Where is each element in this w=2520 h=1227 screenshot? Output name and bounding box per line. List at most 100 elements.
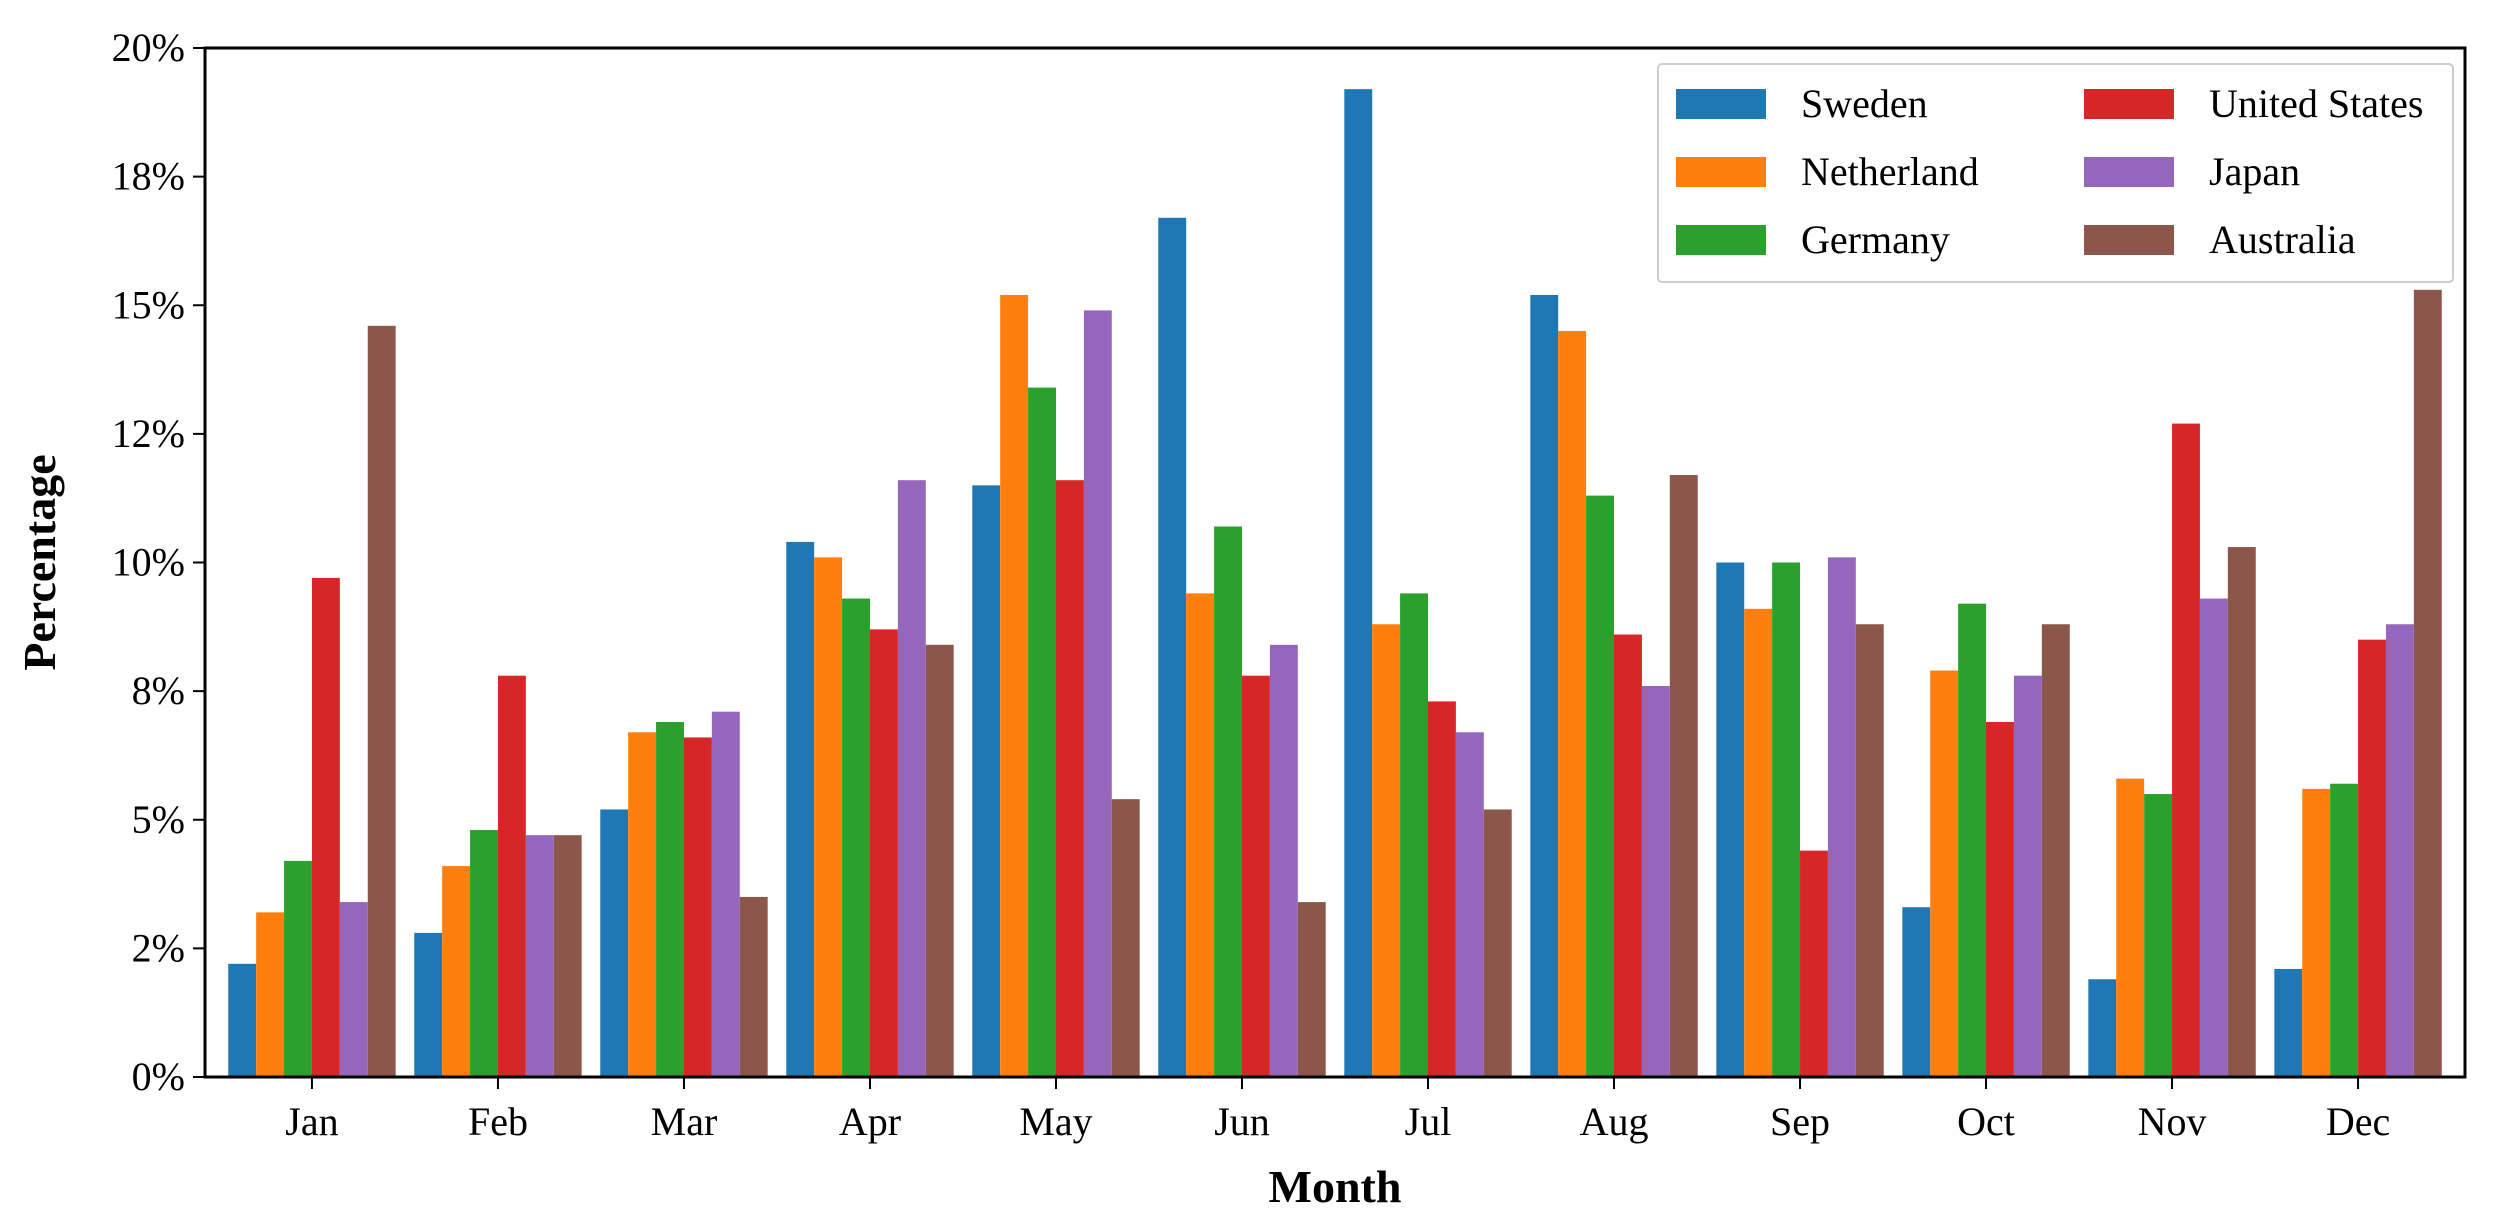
- x-tick-label: Feb: [468, 1099, 528, 1144]
- legend-swatch-sweden: [1676, 89, 1766, 119]
- legend-swatch-japan: [2084, 157, 2174, 187]
- bar-netherland-dec: [2302, 788, 2331, 1077]
- legend-swatch-germany: [1676, 225, 1766, 255]
- x-axis: Jan Feb Mar Apr May Jun Jul Aug Sep Oct Nov Dec: [285, 1077, 2390, 1144]
- bar-sweden-jan: [228, 963, 257, 1077]
- bar-united-states-sep: [1800, 850, 1828, 1077]
- bar-sweden-oct: [1902, 907, 1931, 1077]
- x-tick-label: Aug: [1580, 1099, 1649, 1144]
- bar-germany-may: [1028, 387, 1056, 1077]
- bar-australia-jul: [1483, 809, 1512, 1077]
- bar-united-states-apr: [869, 629, 898, 1077]
- bar-sweden-jun: [1158, 217, 1187, 1078]
- bar-australia-may: [1111, 799, 1140, 1077]
- bar-australia-nov: [2227, 547, 2256, 1077]
- legend-swatch-netherland: [1676, 157, 1766, 187]
- legend-label-germany: Germany: [1801, 217, 1950, 262]
- bar-japan-feb: [525, 835, 554, 1077]
- legend-label-japan: Japan: [2209, 149, 2300, 194]
- bars-group: [228, 89, 2442, 1078]
- y-tick-label: 20%: [112, 25, 185, 70]
- bar-australia-dec: [2413, 289, 2442, 1077]
- bar-germany-aug: [1586, 495, 1615, 1077]
- bar-germany-jan: [284, 860, 312, 1077]
- x-tick-label: Sep: [1770, 1099, 1830, 1144]
- x-tick-label: Apr: [839, 1099, 901, 1144]
- bar-australia-oct: [2041, 624, 2070, 1077]
- x-tick-label: May: [1019, 1099, 1092, 1144]
- bar-germany-oct: [1958, 603, 1987, 1077]
- bar-netherland-mar: [628, 732, 657, 1077]
- x-tick-label: Jan: [285, 1099, 338, 1144]
- bar-united-states-jun: [1242, 675, 1270, 1077]
- y-axis-title: Percentage: [14, 454, 65, 670]
- bar-germany-feb: [470, 830, 498, 1077]
- bar-sweden-mar: [600, 809, 629, 1077]
- bar-australia-apr: [925, 644, 954, 1077]
- y-tick-label: 5%: [132, 797, 185, 842]
- y-tick-label: 8%: [132, 668, 185, 713]
- bar-germany-nov: [2144, 794, 2173, 1077]
- x-tick-label: Mar: [651, 1099, 718, 1144]
- x-tick-label: Nov: [2138, 1099, 2207, 1144]
- bar-sweden-feb: [414, 932, 443, 1077]
- legend: Sweden Netherland Germany United States Japa…: [1657, 63, 2454, 283]
- y-tick-label: 0%: [132, 1054, 185, 1099]
- bar-united-states-feb: [497, 675, 526, 1077]
- bar-australia-mar: [739, 896, 768, 1077]
- plot-frame: [203, 46, 2467, 1079]
- bar-sweden-sep: [1716, 562, 1745, 1077]
- y-tick-label: 18%: [112, 154, 185, 199]
- x-tick-label: Oct: [1957, 1099, 2015, 1144]
- legend-label-sweden: Sweden: [1801, 81, 1928, 126]
- bar-japan-jan: [339, 902, 368, 1077]
- bar-netherland-sep: [1744, 608, 1773, 1077]
- bar-australia-sep: [1855, 624, 1884, 1077]
- bar-united-states-nov: [2172, 423, 2200, 1078]
- bar-netherland-jan: [256, 912, 285, 1077]
- bar-united-states-jul: [1428, 701, 1456, 1077]
- bar-sweden-aug: [1530, 294, 1559, 1078]
- legend-swatch-united-states: [2084, 89, 2174, 119]
- bar-australia-jun: [1297, 902, 1326, 1077]
- bar-netherland-jul: [1372, 624, 1401, 1077]
- bar-japan-aug: [1641, 685, 1670, 1077]
- bar-germany-dec: [2330, 783, 2359, 1077]
- bar-united-states-oct: [1986, 721, 2014, 1077]
- legend-label-united-states: United States: [2209, 81, 2423, 126]
- bar-sweden-may: [972, 485, 1001, 1078]
- bar-australia-jan: [367, 325, 396, 1078]
- x-tick-label: Jun: [1214, 1099, 1270, 1144]
- legend-label-australia: Australia: [2209, 217, 2356, 262]
- bar-united-states-mar: [683, 737, 712, 1077]
- x-axis-title: Month: [1269, 1161, 1402, 1212]
- y-axis: 0% 2% 5% 8% 10% 12% 15% 18% 20%: [112, 25, 205, 1099]
- bar-sweden-nov: [2088, 979, 2117, 1077]
- bar-germany-sep: [1772, 562, 1801, 1077]
- legend-box: [1657, 63, 2454, 283]
- bar-japan-dec: [2385, 624, 2414, 1077]
- bar-germany-jul: [1400, 593, 1428, 1077]
- bar-sweden-dec: [2274, 968, 2303, 1077]
- legend-label-netherland: Netherland: [1801, 149, 1979, 194]
- bar-netherland-jun: [1186, 593, 1215, 1077]
- bar-netherland-aug: [1558, 330, 1587, 1078]
- bar-sweden-apr: [786, 541, 815, 1077]
- x-tick-label: Dec: [2326, 1099, 2390, 1144]
- bar-japan-jul: [1455, 732, 1484, 1077]
- bar-japan-sep: [1827, 557, 1856, 1077]
- bar-united-states-dec: [2358, 639, 2386, 1077]
- bar-japan-mar: [711, 711, 740, 1077]
- bar-germany-mar: [656, 721, 684, 1077]
- bar-japan-oct: [2013, 675, 2042, 1077]
- bar-japan-may: [1083, 310, 1112, 1077]
- bar-united-states-aug: [1614, 634, 1642, 1077]
- legend-swatch-australia: [2084, 225, 2174, 255]
- bar-japan-apr: [897, 480, 926, 1077]
- bar-japan-nov: [2199, 598, 2228, 1077]
- bar-germany-jun: [1214, 526, 1242, 1077]
- bar-sweden-jul: [1344, 89, 1373, 1077]
- bar-netherland-nov: [2116, 778, 2145, 1077]
- y-tick-label: 12%: [112, 411, 185, 456]
